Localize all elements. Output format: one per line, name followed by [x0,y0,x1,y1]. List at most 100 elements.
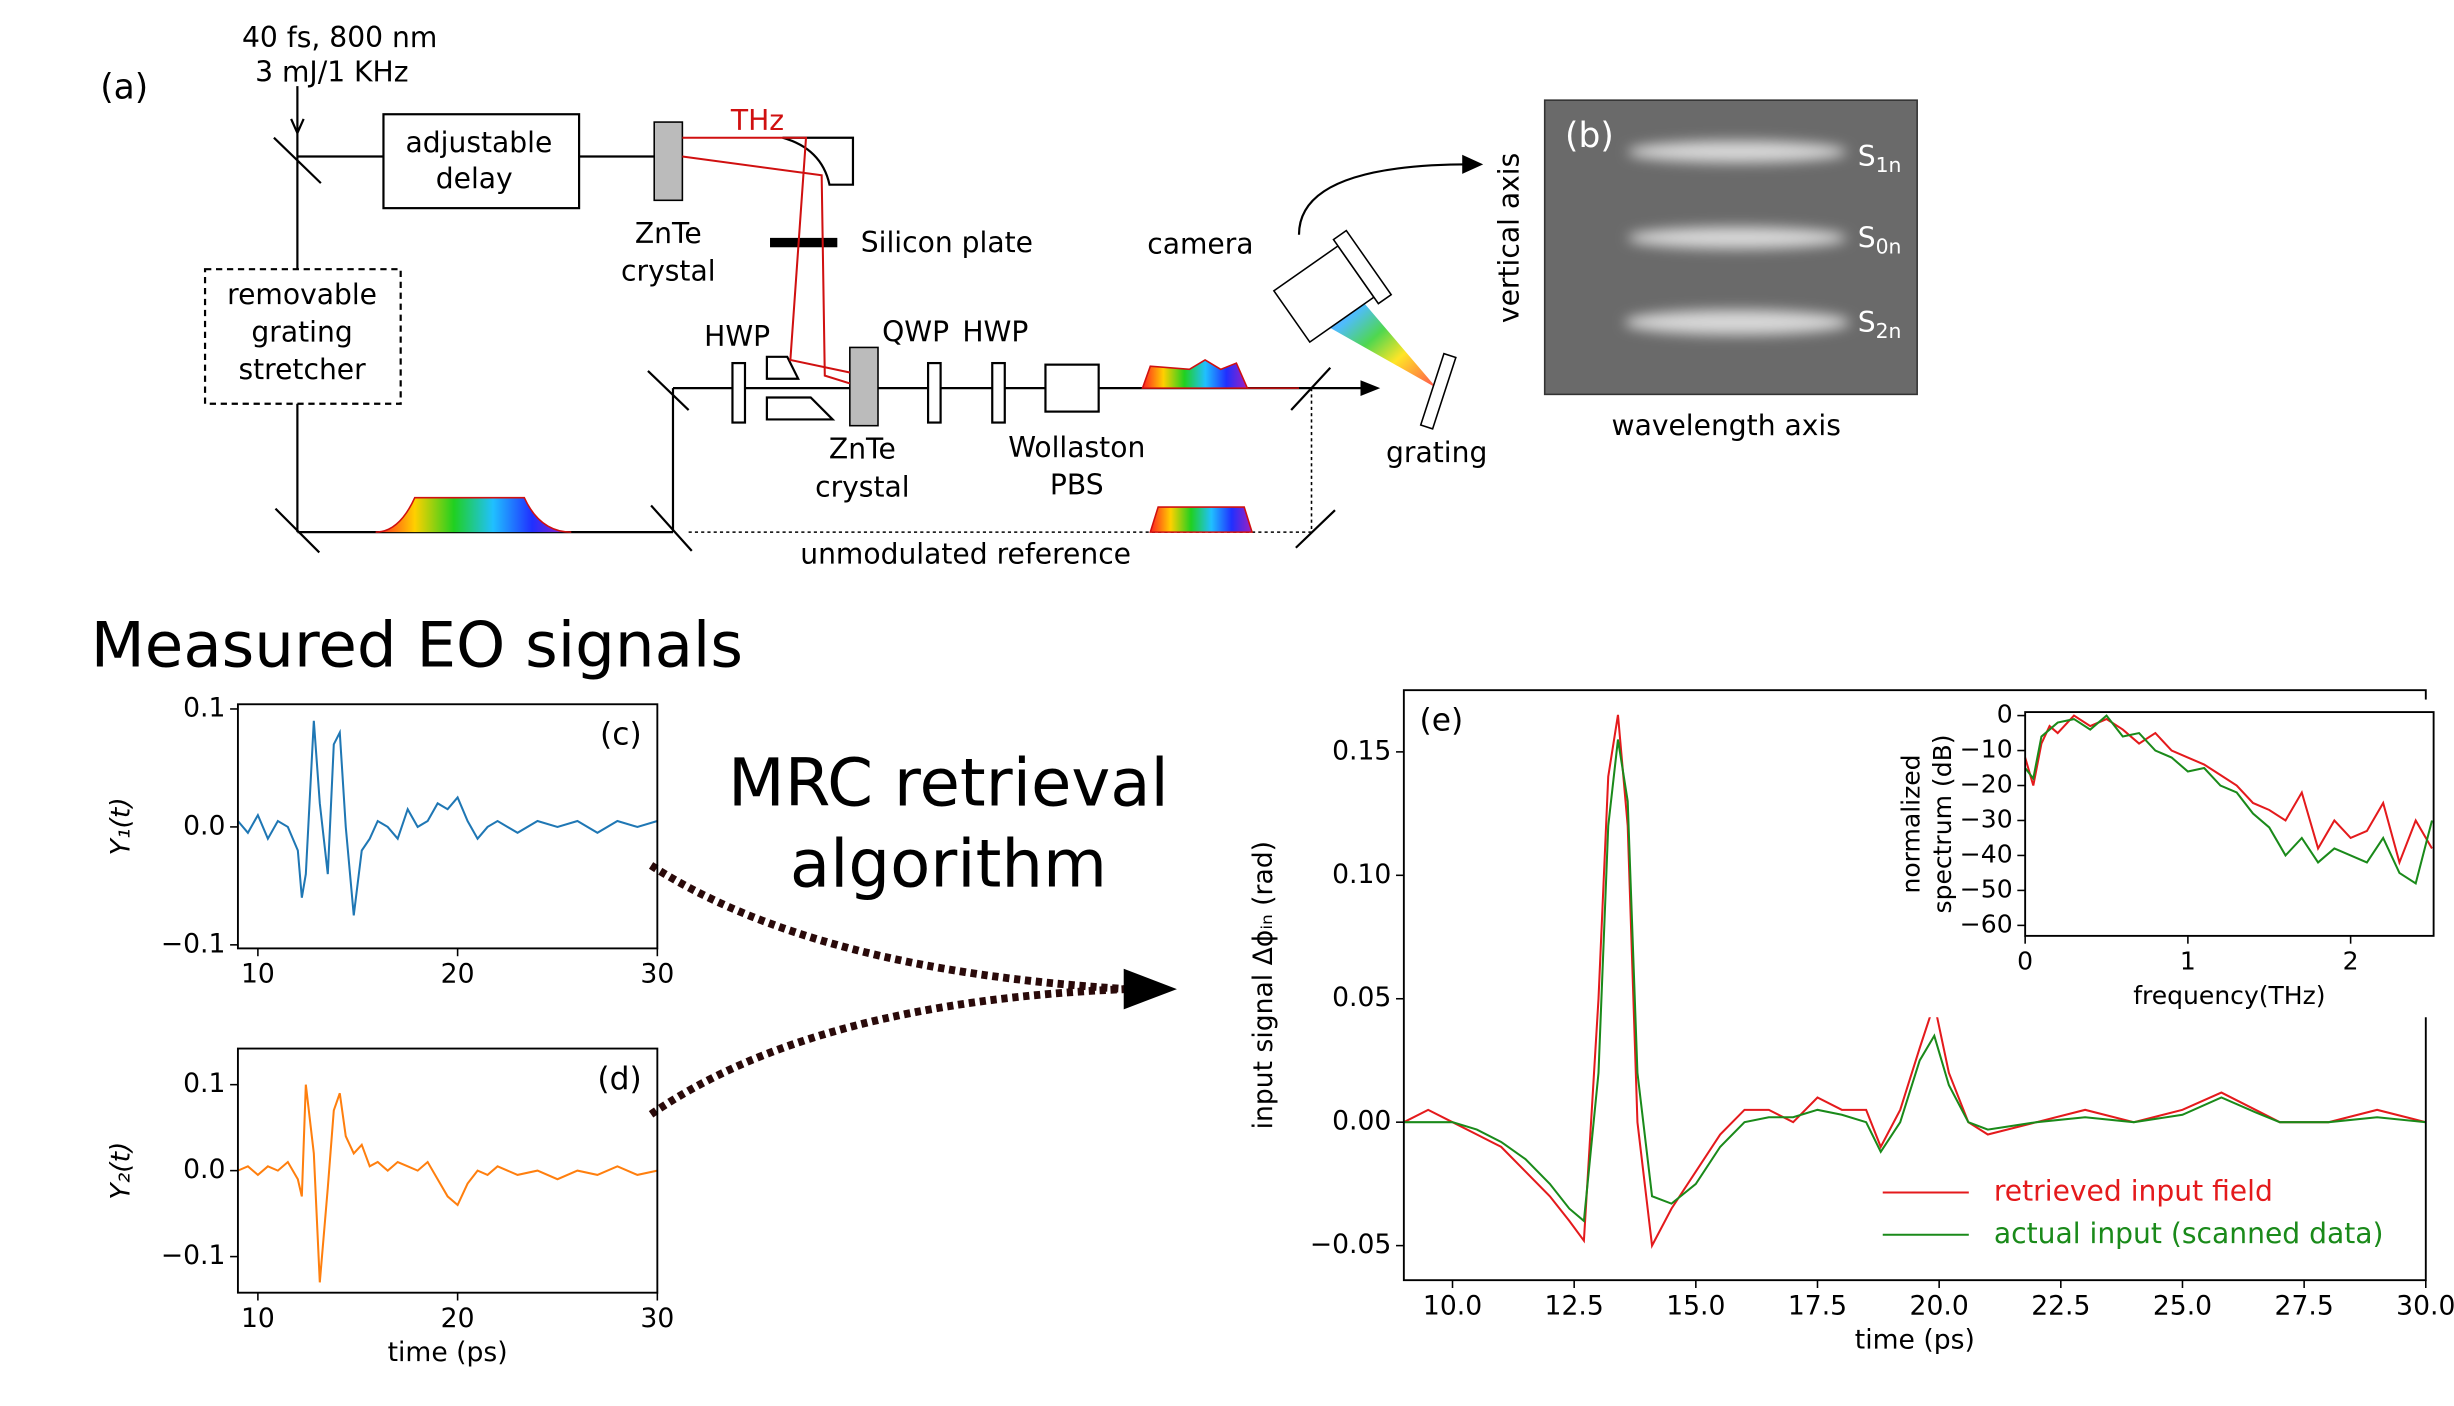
x-tick-label: 1 [2180,946,2196,975]
s-sub: 2n [1876,319,1902,343]
arrow-head [1123,968,1177,1010]
x-tick-label: 15.0 [1666,1290,1725,1321]
y-tick-label: −0.1 [161,1240,226,1271]
data-line [2024,714,2433,866]
panel-label: (a) [100,68,148,108]
label: adjustable [406,126,553,159]
label: HWP [704,320,770,353]
y-axis-title: Y₁(t) [106,797,137,855]
x-tick-label: 27.5 [2275,1290,2334,1321]
data-line [2024,714,2433,886]
x-tick-label: 22.5 [2031,1290,2090,1321]
data-line [1403,714,2427,1249]
x-tick-label: 30 [640,1303,674,1334]
algorithm-label: MRC retrieval [728,744,1169,821]
chart: 10.0 12.5 15.0 17.5 20.0 22.5 25.0 27.5 30.0 −0.0… [1248,689,2454,1356]
label: ZnTe [635,217,702,250]
label: Silicon plate [861,226,1033,259]
algorithm-label: algorithm [790,826,1107,903]
y-tick-label: 0 [1997,700,2013,729]
label: delay [436,162,513,195]
x-tick-label: 12.5 [1545,1290,1604,1321]
y-tick-label: 0.1 [183,692,225,723]
data-line [1403,739,2426,1223]
panel-label: (b) [1565,116,1614,156]
y-axis-title: normalized [1896,754,1925,893]
y-axis-title: input signal Δϕᵢₙ (rad) [1248,841,1279,1129]
laser-spec: 40 fs, 800 nm [242,21,437,54]
chart: 10 20 30 −0.1 0.0 0.1 (d) time (ps) Y₂(t) [106,1047,674,1368]
s: S [1858,140,1876,173]
y-tick-label: −20 [1960,770,2013,799]
label: HWP [962,315,1028,348]
x-tick-label: 17.5 [1788,1290,1847,1321]
y-axis-title: Y₂(t) [106,1142,137,1200]
flow-arrows [648,862,1128,1118]
axis-title: wavelength axis [1612,409,1841,442]
axis-title: vertical axis [1492,153,1525,323]
x-tick-label: 10 [241,1303,275,1334]
thz-beam [682,136,851,385]
label: THz [730,104,784,137]
legend-label: actual input (scanned data) [1994,1217,2384,1250]
pulse-spectrum [1141,359,1249,389]
x-axis-title: frequency(THz) [2133,981,2325,1010]
chart: 0 1 2 −60 −50 −40 −30 −20 −10 0 frequency(THz) norm… [1896,699,2450,1018]
pulse-spectrum [375,496,572,533]
image-bands [1624,140,1850,335]
y-tick-label: −0.05 [1310,1229,1392,1260]
y-tick-label: −30 [1960,804,2013,833]
x-tick-label: 2 [2343,946,2359,975]
crystal [849,346,879,427]
label: QWP [882,315,949,348]
label: crystal [815,470,910,503]
panel-label: (c) [600,717,642,753]
label: ZnTe [829,433,896,466]
panel-label: (d) [597,1061,641,1097]
beam-paths [203,86,1484,554]
y-tick-label: 0.00 [1332,1106,1391,1137]
x-tick-label: 0 [2017,946,2033,975]
y-tick-label: 0.05 [1332,982,1391,1013]
camera-icon [1272,229,1393,344]
plot-frame [2024,711,2435,937]
y-tick-label: 0.15 [1332,735,1391,766]
s-sub: 0n [1876,234,1902,258]
laser-spec: 3 mJ/1 KHz [255,56,408,89]
y-tick-label: 0.0 [183,810,225,841]
label: Wollaston [1008,431,1145,464]
x-tick-label: 10 [241,958,275,989]
x-tick-label: 20.0 [1910,1290,1969,1321]
plot-frame [236,1047,659,1294]
legend-label: retrieved input field [1994,1175,2273,1208]
y-tick-label: −0.1 [161,928,226,959]
y-axis-title: spectrum (dB) [1928,734,1957,913]
pulse-spectrum [1149,506,1254,533]
y-tick-label: 0.0 [183,1154,225,1185]
y-tick-label: −40 [1960,839,2013,868]
signal-label: S1n [1858,140,1902,177]
y-tick-label: −50 [1960,874,2013,903]
s: S [1858,221,1876,254]
s: S [1858,306,1876,339]
panel-label: (e) [1419,702,1463,738]
y-tick-label: −10 [1960,735,2013,764]
data-line [237,720,658,916]
x-tick-label: 30 [640,958,674,989]
x-tick-label: 10.0 [1423,1290,1482,1321]
y-tick-label: 0.1 [183,1068,225,1099]
label: crystal [621,254,716,287]
x-tick-label: 20 [441,958,475,989]
x-tick-label: 25.0 [2153,1290,2212,1321]
label: unmodulated reference [800,538,1131,571]
label: stretcher [238,353,366,386]
signal-label: S2n [1858,306,1902,343]
x-tick-label: 20 [441,1303,475,1334]
x-axis-title: time (ps) [388,1337,508,1368]
grating-icon [1419,352,1457,430]
y-tick-label: −60 [1960,909,2013,938]
data-line [237,1084,658,1283]
crystal [653,121,684,202]
